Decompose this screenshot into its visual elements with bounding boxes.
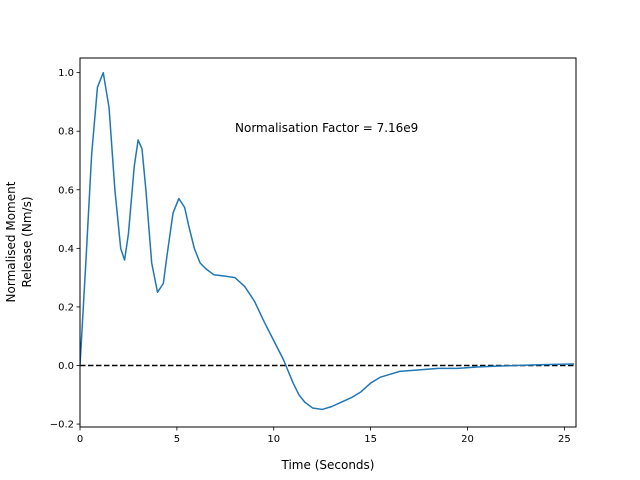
plot-area [80, 71, 576, 411]
x-tick-label: 10 [267, 434, 280, 445]
x-tick-label: 5 [174, 434, 180, 445]
y-tick-label: 0.2 [58, 302, 74, 313]
y-tick-label: 0.4 [58, 244, 74, 255]
y-tick-label: 0.0 [58, 361, 74, 372]
x-tick-label: 25 [558, 434, 571, 445]
x-tick-label: 0 [77, 434, 83, 445]
x-axis: 0 5 10 15 20 25 [77, 427, 571, 445]
y-tick-label: −0.2 [50, 420, 74, 431]
y-axis-label: Normalised Moment Release (Nm/s) [4, 181, 34, 302]
x-axis-label: Time (Seconds) [281, 458, 375, 472]
x-tick-label: 20 [461, 434, 474, 445]
y-axis: −0.2 0.0 0.2 0.4 0.6 0.8 1.0 [50, 68, 80, 431]
normalisation-annotation: Normalisation Factor = 7.16e9 [235, 121, 418, 135]
axes-frame [79, 57, 577, 428]
x-tick-label: 15 [364, 434, 377, 445]
y-tick-label: 1.0 [58, 68, 74, 79]
y-axis-label-line-2: Release (Nm/s) [20, 196, 34, 287]
y-tick-label: 0.8 [58, 127, 74, 138]
y-tick-label: 0.6 [58, 185, 74, 196]
series-line-0 [80, 71, 575, 411]
y-axis-label-line-1: Normalised Moment [4, 181, 18, 302]
